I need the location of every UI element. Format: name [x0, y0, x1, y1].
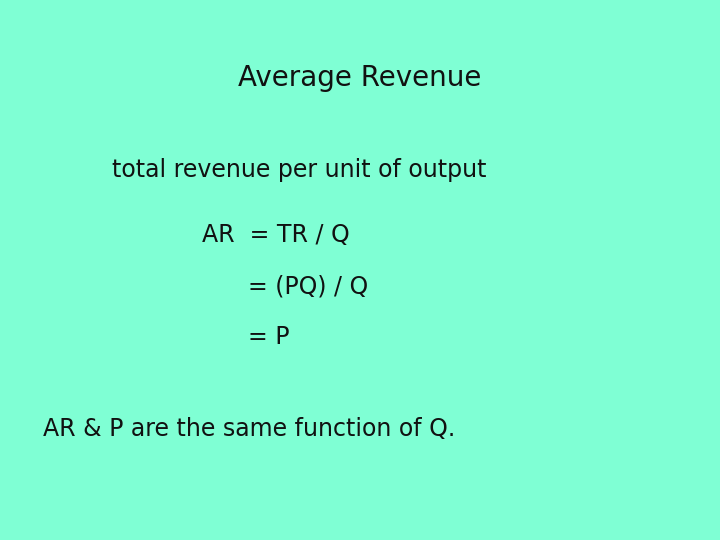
Text: AR & P are the same function of Q.: AR & P are the same function of Q.	[43, 417, 456, 441]
Text: AR  = TR / Q: AR = TR / Q	[202, 223, 349, 247]
Text: = (PQ) / Q: = (PQ) / Q	[248, 274, 369, 298]
Text: total revenue per unit of output: total revenue per unit of output	[112, 158, 486, 182]
Text: Average Revenue: Average Revenue	[238, 64, 482, 92]
Text: = P: = P	[248, 326, 290, 349]
